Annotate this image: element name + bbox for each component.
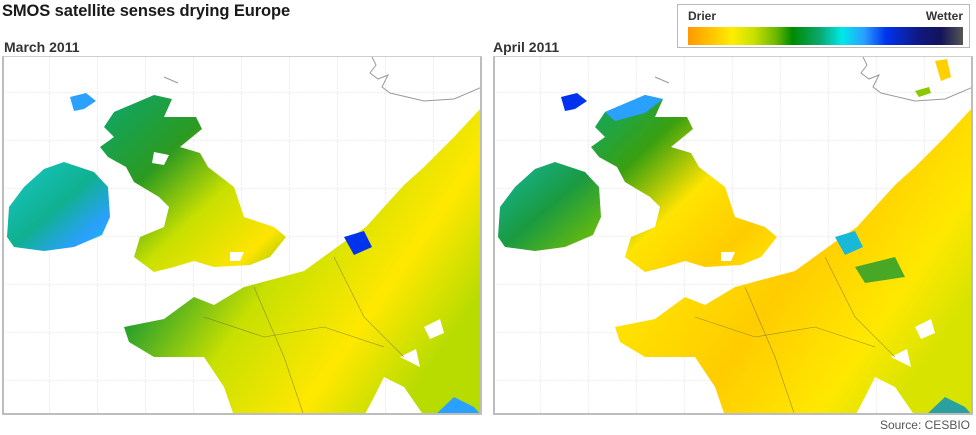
legend-wetter-label: Wetter [925, 9, 963, 23]
legend-drier-label: Drier [688, 9, 717, 23]
map-panel-march [2, 56, 482, 415]
page-title: SMOS satellite senses drying Europe [2, 2, 291, 20]
color-legend: Drier Wetter [677, 4, 970, 48]
soil-moisture-map-april [495, 57, 971, 413]
soil-moisture-map-march [4, 57, 480, 413]
source-credit: Source: CESBIO [879, 418, 970, 432]
legend-color-scale [688, 27, 963, 45]
panel-label-march: March 2011 [4, 39, 80, 55]
map-panel-april [493, 56, 973, 415]
panel-label-april: April 2011 [493, 39, 560, 55]
